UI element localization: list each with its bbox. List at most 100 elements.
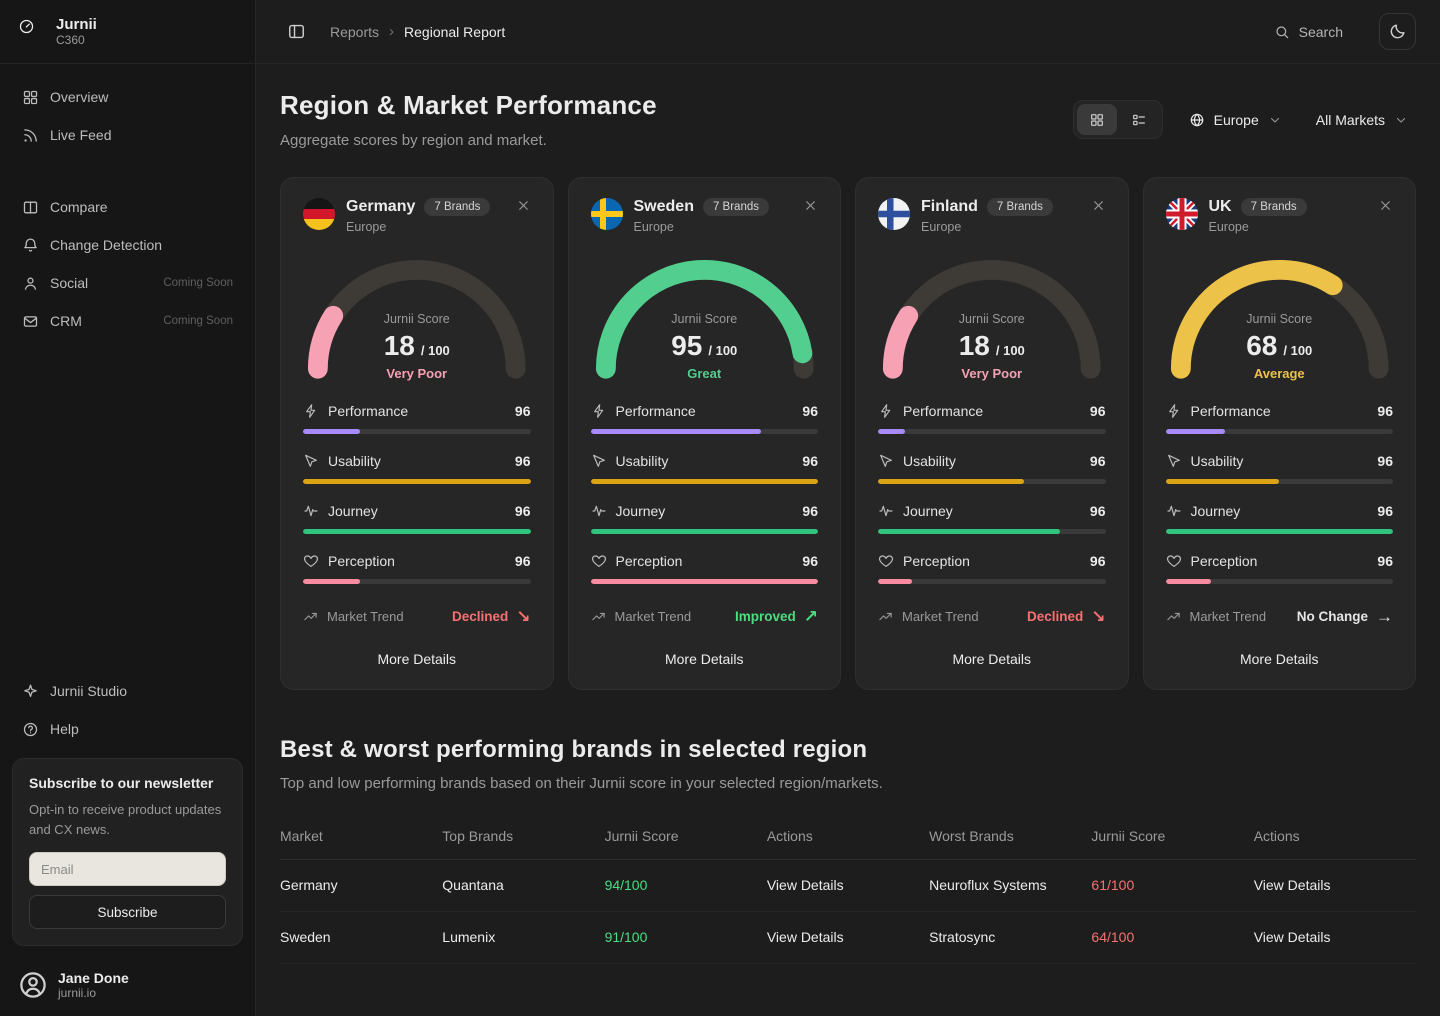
metric-label: Performance (1190, 402, 1271, 419)
close-icon[interactable] (516, 198, 531, 216)
gauge-title: Jurnii Score (958, 311, 1025, 326)
more-details-button[interactable]: More Details (303, 643, 531, 669)
metric-value: 96 (1089, 402, 1106, 419)
region-card-uk: UK 7 Brands Europe Jurnii Score 68 / 100 Avera… (1142, 177, 1416, 690)
close-icon[interactable] (1091, 198, 1106, 216)
metric-progress-track (878, 578, 1106, 584)
column-header-jurnii-score: Jurnii Score (1091, 827, 1166, 844)
metrics-list: Performance 96 Usability 96 Journey 96 Percept… (878, 395, 1106, 584)
metric-usability: Usability 96 (303, 453, 531, 484)
sidebar-item-live-feed[interactable]: Live Feed (12, 116, 243, 154)
top-action-button[interactable]: View Details (767, 877, 929, 893)
sidebar-item-compare[interactable]: Compare (12, 188, 243, 226)
card-header-text: UK 7 Brands Europe (1209, 198, 1307, 234)
trend-label: Market Trend (327, 608, 404, 624)
sidebar-nav: Overview Live Feed Compare Change Detectio… (0, 64, 255, 340)
metric-perception: Perception 96 (1165, 552, 1393, 584)
gauge-score-max: / 100 (708, 342, 738, 358)
breadcrumb-reports[interactable]: Reports (330, 23, 380, 40)
card-region-label: Europe (1208, 220, 1249, 234)
speedometer-icon (18, 18, 46, 46)
gauge-title: Jurnii Score (671, 311, 738, 326)
market-select[interactable]: All Markets (1308, 106, 1416, 134)
brands-section-title: Best & worst performing brands in select… (280, 735, 868, 763)
metric-value: 96 (802, 402, 818, 419)
metric-progress-fill (303, 428, 360, 434)
region-card-sweden: Sweden 7 Brands Europe Jurnii Score 95 / 100 G… (567, 177, 841, 690)
search-label: Search (1298, 23, 1343, 40)
subscribe-button[interactable]: Subscribe (29, 895, 226, 929)
sidebar-item-label: Compare (50, 199, 108, 215)
metric-value: 96 (1089, 552, 1106, 569)
more-details-button[interactable]: More Details (878, 643, 1106, 669)
gauge-center-text: Jurnii Score 18 / 100 Very Poor (303, 312, 531, 381)
breadcrumb: Reports › Regional Report (330, 23, 505, 40)
more-details-button[interactable]: More Details (591, 643, 819, 669)
metric-value: 96 (1377, 402, 1393, 419)
market-cell: Sweden (280, 929, 331, 946)
column-header-worst-brands: Worst Brands (929, 827, 1014, 844)
card-header: Sweden 7 Brands Europe (590, 198, 819, 234)
brand-product: C360 (56, 33, 85, 48)
sidebar-item-social[interactable]: Social Coming Soon (12, 264, 243, 302)
metric-label: Journey (903, 502, 953, 519)
trend-arrow-icon: ↘ (1091, 606, 1106, 626)
metric-progress-track (878, 528, 1106, 534)
column-header-top-brands: Top Brands (442, 827, 514, 844)
metric-progress-fill (878, 428, 906, 434)
metric-value: 96 (1377, 552, 1393, 569)
metric-performance: Performance 96 (878, 403, 1106, 434)
metric-progress-track (303, 528, 531, 534)
close-icon[interactable] (1378, 198, 1393, 216)
user-profile[interactable]: Jane Done jurnii.io (0, 956, 255, 1016)
chevron-down-icon (1394, 113, 1408, 127)
metric-perception: Perception 96 (878, 553, 1106, 584)
sidebar-item-help[interactable]: Help (12, 710, 243, 748)
heart-icon (878, 553, 894, 569)
page-title: Region & Market Performance (280, 90, 657, 120)
close-icon[interactable] (803, 198, 818, 216)
newsletter-title: Subscribe to our newsletter (29, 775, 214, 791)
trend-icon (878, 609, 893, 624)
sidebar-item-jurnii-studio[interactable]: Jurnii Studio (12, 672, 243, 710)
metric-perception: Perception 96 (303, 553, 531, 584)
sidebar-flex-spacer (0, 340, 255, 658)
gauge-chart (307, 259, 526, 379)
trend-value: No Change (1296, 608, 1368, 624)
trend-value: Improved (734, 608, 796, 624)
metric-value: 96 (802, 452, 818, 469)
gauge-score: 95 / 100 (671, 330, 737, 362)
worst-action-button[interactable]: View Details (1254, 877, 1416, 893)
user-org: jurnii.io (58, 986, 97, 1000)
nav-primary-group: Overview Live Feed (12, 78, 243, 154)
page-subtitle: Aggregate scores by region and market. (280, 132, 547, 149)
list-view-button[interactable] (1119, 104, 1159, 135)
market-trend-row: Market Trend No Change → (1166, 608, 1393, 625)
metric-progress-track (1165, 578, 1393, 584)
card-header: Finland 7 Brands Europe (878, 198, 1106, 234)
metric-label: Perception (1190, 552, 1258, 569)
sidebar-item-crm[interactable]: CRM Coming Soon (12, 302, 243, 340)
grid-view-button[interactable] (1076, 104, 1117, 135)
brands-table-header: Market Top Brands Jurnii Score Actions Worst… (280, 820, 1416, 860)
metric-progress-fill (878, 578, 913, 584)
metric-progress-fill (590, 428, 762, 434)
top-action-button[interactable]: View Details (767, 929, 929, 945)
metric-label: Perception (615, 552, 683, 569)
sidebar-toggle-button[interactable] (280, 16, 312, 48)
sidebar-item-overview[interactable]: Overview (12, 78, 243, 116)
email-field[interactable] (29, 852, 226, 886)
sidebar-item-change-detection[interactable]: Change Detection (12, 226, 243, 264)
metrics-list: Performance 96 Usability 96 Journey 96 Percept… (1165, 395, 1393, 584)
region-select[interactable]: Europe (1181, 106, 1290, 134)
metric-value: 96 (514, 402, 531, 419)
worst-action-button[interactable]: View Details (1254, 929, 1416, 945)
gauge-center-text: Jurnii Score 18 / 100 Very Poor (878, 312, 1106, 381)
page-header: Region & Market Performance Aggregate sc… (280, 90, 1416, 149)
region-cards: Germany 7 Brands Europe Jurnii Score 18 / 100… (280, 177, 1416, 690)
gauge-value-arc (595, 259, 812, 379)
more-details-button[interactable]: More Details (1166, 643, 1394, 669)
search-button[interactable]: Search (1274, 24, 1343, 40)
theme-toggle-button[interactable] (1379, 13, 1416, 50)
